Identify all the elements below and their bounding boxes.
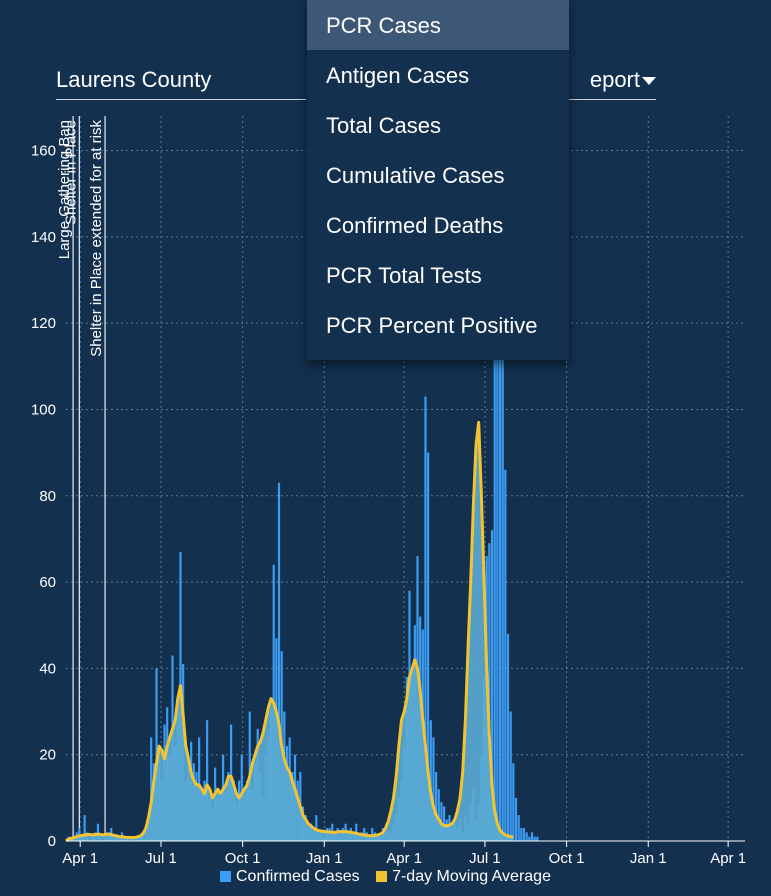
x-tick-label: Jan 1 [630,850,667,867]
case-bar [504,469,507,841]
y-tick-label: 100 [31,401,56,418]
menu-item-cumulative-cases[interactable]: Cumulative Cases [326,163,505,188]
x-tick-label: Oct 1 [225,850,261,867]
case-bar [435,771,438,841]
menu-item-pcr-cases[interactable]: PCR Cases [307,0,569,50]
case-bar [493,279,496,841]
case-bar [525,832,528,841]
county-select[interactable]: Laurens County [56,64,306,100]
legend-entry-moving-average[interactable]: 7-day Moving Average [376,868,551,885]
metric-select[interactable]: eport [540,64,656,100]
legend-swatch-moving-average [376,871,388,882]
x-tick-label: Apr 1 [710,850,746,867]
annotation-label: Shelter in Place extended for at risk [88,120,105,357]
case-bar [520,828,523,841]
y-tick-label: 140 [31,229,56,246]
case-bar [514,797,518,841]
legend-label-moving-average: 7-day Moving Average [392,868,551,885]
moving-average-area [66,422,514,841]
case-bar [496,180,499,841]
menu-item-confirmed-deaths[interactable]: Confirmed Deaths [326,213,504,238]
case-bar [490,530,494,841]
case-bar [432,737,435,841]
menu-item-pcr-percent-positive[interactable]: PCR Percent Positive [326,313,538,338]
y-tick-label: 0 [48,833,56,850]
case-bar [517,815,520,841]
metric-select-value: eport [589,67,640,92]
case-bar [83,815,86,841]
case-bar [277,482,281,841]
case-bar [96,823,100,841]
moving-average-line [65,420,514,843]
y-tick-label: 20 [39,747,56,764]
y-tick-label: 60 [39,574,56,591]
case-bar [530,832,534,841]
x-tick-label: Oct 1 [549,850,585,867]
case-bar [427,452,430,841]
menu-item-pcr-total-tests[interactable]: PCR Total Tests [326,263,482,288]
chart-legend: Confirmed Cases 7-day Moving Average [0,868,771,886]
x-tick-label: Apr 1 [62,850,98,867]
annotation-label: Shelter in Place [62,120,79,225]
case-bar [528,836,531,841]
case-bar [533,836,536,841]
case-bar [506,633,510,841]
county-select-value: Laurens County [56,67,212,92]
menu-item-antigen-cases[interactable]: Antigen Cases [326,63,470,88]
case-bar [206,720,209,841]
case-bar [429,720,432,841]
y-tick-label: 80 [39,488,56,505]
y-tick-label: 160 [31,143,56,160]
case-bar [536,836,539,841]
legend-label-confirmed: Confirmed Cases [236,868,360,885]
case-bar [509,711,512,841]
case-bar [424,396,427,841]
caret-down-icon [642,77,656,86]
case-bar [488,543,491,841]
x-tick-label: Jul 1 [145,850,177,867]
chart-axes: 0 20 40 60 80 100 120 140 160 Apr 1 Jul 1 Oct 1 Jan … [31,143,746,867]
case-bar [437,789,440,841]
y-tick-label: 40 [39,660,56,677]
legend-entry-confirmed[interactable]: Confirmed Cases [220,868,364,885]
x-tick-label: Jul 1 [469,850,501,867]
case-bar [498,262,502,841]
x-tick-label: Apr 1 [386,850,422,867]
legend-swatch-confirmed [220,871,231,882]
menu-item-total-cases[interactable]: Total Cases [326,113,441,138]
x-tick-label: Jan 1 [306,850,343,867]
metric-dropdown-menu: PCR Cases Antigen Cases Total Cases Cumu… [307,0,569,360]
case-bar [512,763,515,841]
annotation-label: Large Gathering Ban [56,120,73,259]
case-bar [522,828,526,841]
case-bar [150,737,153,841]
y-tick-label: 120 [31,315,56,332]
case-bar [501,349,504,841]
